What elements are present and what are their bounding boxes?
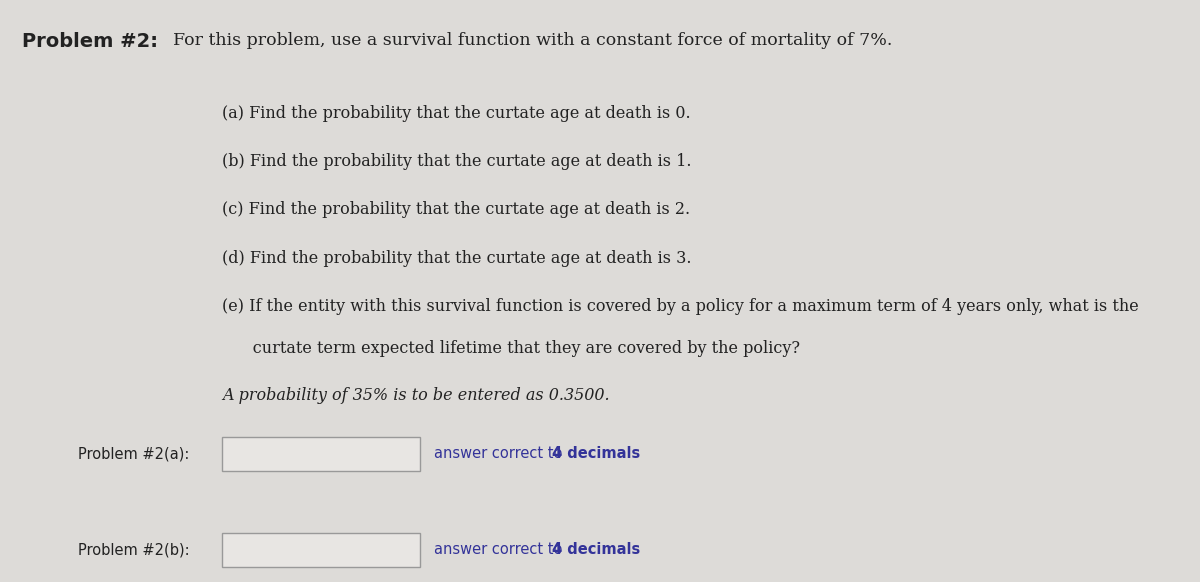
Text: answer correct to: answer correct to xyxy=(434,446,568,462)
Text: A probability of 35% is to be entered as 0.3500.: A probability of 35% is to be entered as… xyxy=(222,387,610,404)
Text: (c) Find the probability that the curtate age at death is 2.: (c) Find the probability that the curtat… xyxy=(222,201,690,218)
Text: (d) Find the probability that the curtate age at death is 3.: (d) Find the probability that the curtat… xyxy=(222,250,691,267)
Text: (a) Find the probability that the curtate age at death is 0.: (a) Find the probability that the curtat… xyxy=(222,105,691,122)
FancyBboxPatch shape xyxy=(222,436,420,471)
Text: curtate term expected lifetime that they are covered by the policy?: curtate term expected lifetime that they… xyxy=(222,340,800,357)
Text: Problem #2(a):: Problem #2(a): xyxy=(78,446,190,462)
Text: 4 decimals: 4 decimals xyxy=(552,542,641,558)
FancyBboxPatch shape xyxy=(222,533,420,567)
Text: For this problem, use a survival function with a constant force of mortality of : For this problem, use a survival functio… xyxy=(162,32,893,49)
Text: answer correct to: answer correct to xyxy=(434,542,568,558)
Text: (b) Find the probability that the curtate age at death is 1.: (b) Find the probability that the curtat… xyxy=(222,153,691,170)
Text: Problem #2(b):: Problem #2(b): xyxy=(78,542,190,558)
Text: (e) If the entity with this survival function is covered by a policy for a maxim: (e) If the entity with this survival fun… xyxy=(222,298,1139,315)
Text: 4 decimals: 4 decimals xyxy=(552,446,641,462)
Text: Problem #2:: Problem #2: xyxy=(22,32,157,51)
